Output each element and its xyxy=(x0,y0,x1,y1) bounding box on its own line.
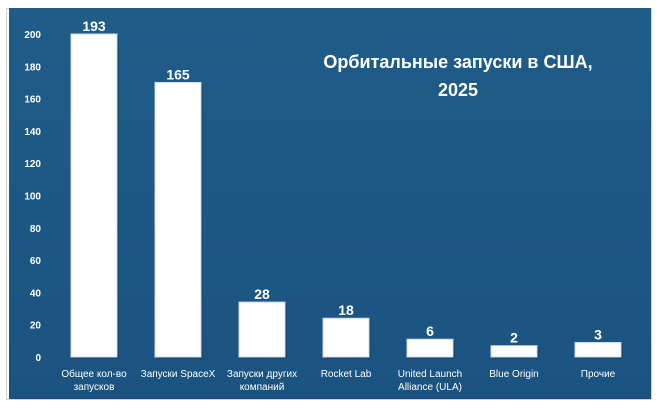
bar xyxy=(70,33,118,358)
x-tick-label: Rocket Lab xyxy=(321,369,372,380)
y-tick-label: 180 xyxy=(24,62,41,73)
y-tick-label: 80 xyxy=(30,224,42,235)
data-label: 28 xyxy=(254,286,270,302)
y-tick-label: 140 xyxy=(24,127,41,138)
x-tick-label-line: Общее кол-во xyxy=(61,368,127,380)
x-tick-label-line: Blue Origin xyxy=(489,369,538,380)
bar xyxy=(406,338,454,358)
x-tick-label-line: Rocket Lab xyxy=(321,369,372,380)
x-tick-label-line: Запуски других xyxy=(227,369,297,380)
data-labels: 193 165 28 18 6 2 3 xyxy=(82,18,602,346)
bar xyxy=(490,345,538,358)
y-tick-label: 100 xyxy=(24,192,41,203)
x-tick-label: United Launch Alliance (ULA) xyxy=(398,369,463,393)
x-tick-label-line: компаний xyxy=(240,382,285,393)
y-tick-label: 200 xyxy=(24,30,41,41)
data-label: 3 xyxy=(594,326,602,342)
y-tick-label: 40 xyxy=(30,288,42,299)
bars xyxy=(70,33,623,359)
x-tick-label: Общее кол-во запусков xyxy=(61,368,127,393)
y-tick-label: 60 xyxy=(30,256,42,267)
x-axis: Общее кол-во запусков Запуски SpaceX Запуск… xyxy=(61,368,615,393)
x-tick-label-line: Запуски SpaceX xyxy=(141,369,216,380)
chart-title-line-2: 2025 xyxy=(438,80,478,100)
bar xyxy=(238,301,286,358)
data-label: 193 xyxy=(82,18,106,34)
x-tick-label: Запуски других компаний xyxy=(227,369,297,393)
bar xyxy=(154,81,202,358)
bar xyxy=(574,341,622,358)
data-label: 2 xyxy=(510,330,518,346)
data-label: 165 xyxy=(166,66,190,82)
chart-title-line-1: Орбитальные запуски в США, xyxy=(323,52,592,72)
y-tick-label: 120 xyxy=(24,159,41,170)
data-label: 6 xyxy=(426,323,434,339)
x-tick-label-line: запусков xyxy=(74,382,115,393)
x-tick-label-line: United Launch xyxy=(398,369,463,380)
x-tick-label-line: Alliance (ULA) xyxy=(398,382,462,393)
x-tick-label-line: Прочие xyxy=(581,369,616,380)
y-axis: 0 20 40 60 80 100 120 140 160 180 200 xyxy=(24,30,41,364)
y-tick-label: 20 xyxy=(30,321,42,332)
y-tick-label: 0 xyxy=(35,353,41,364)
x-tick-label: Прочие xyxy=(581,369,616,380)
data-label: 18 xyxy=(338,302,354,318)
x-tick-label: Blue Origin xyxy=(489,369,538,380)
y-tick-label: 160 xyxy=(24,95,41,106)
bar xyxy=(322,317,370,358)
x-tick-label: Запуски SpaceX xyxy=(141,369,216,380)
